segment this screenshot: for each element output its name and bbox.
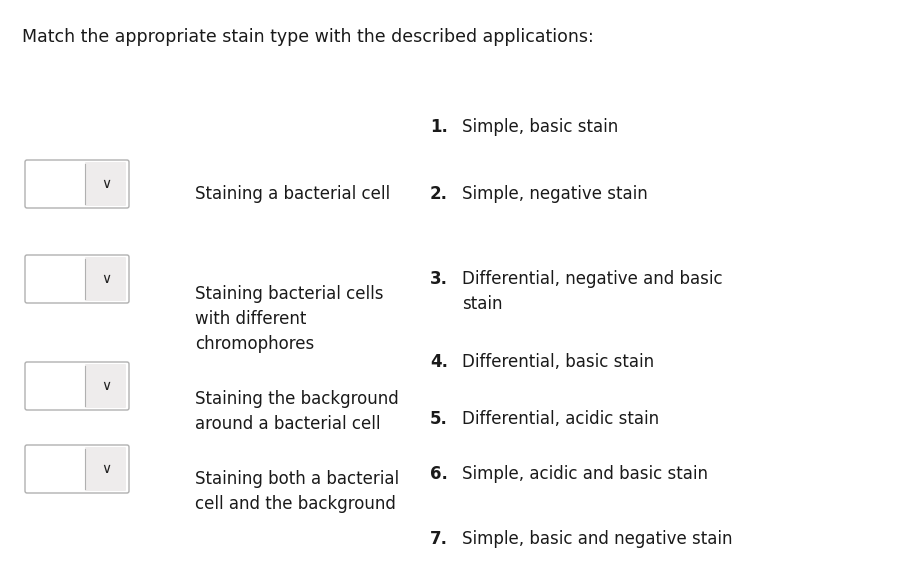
Text: Simple, acidic and basic stain: Simple, acidic and basic stain	[462, 465, 708, 483]
FancyBboxPatch shape	[85, 447, 126, 491]
Text: Match the appropriate stain type with the described applications:: Match the appropriate stain type with th…	[22, 28, 594, 46]
FancyBboxPatch shape	[85, 162, 126, 206]
Text: Staining both a bacterial
cell and the background: Staining both a bacterial cell and the b…	[195, 470, 399, 513]
Text: ∨: ∨	[101, 177, 111, 191]
Text: Differential, basic stain: Differential, basic stain	[462, 353, 654, 371]
FancyBboxPatch shape	[25, 445, 129, 493]
Text: Staining bacterial cells
with different
chromophores: Staining bacterial cells with different …	[195, 285, 384, 353]
Text: Differential, acidic stain: Differential, acidic stain	[462, 410, 659, 428]
Text: 7.: 7.	[430, 530, 448, 548]
Text: ∨: ∨	[101, 462, 111, 476]
FancyBboxPatch shape	[25, 160, 129, 208]
Text: 3.: 3.	[430, 270, 448, 288]
Text: Simple, basic and negative stain: Simple, basic and negative stain	[462, 530, 733, 548]
Text: 2.: 2.	[430, 185, 448, 203]
FancyBboxPatch shape	[25, 255, 129, 303]
Text: ∨: ∨	[101, 379, 111, 393]
Text: 5.: 5.	[430, 410, 448, 428]
Text: 6.: 6.	[430, 465, 448, 483]
Text: 1.: 1.	[430, 118, 448, 136]
FancyBboxPatch shape	[25, 362, 129, 410]
Text: Simple, negative stain: Simple, negative stain	[462, 185, 648, 203]
FancyBboxPatch shape	[85, 364, 126, 408]
FancyBboxPatch shape	[85, 257, 126, 301]
Text: Simple, basic stain: Simple, basic stain	[462, 118, 618, 136]
Text: Staining the background
around a bacterial cell: Staining the background around a bacteri…	[195, 390, 399, 433]
Text: Staining a bacterial cell: Staining a bacterial cell	[195, 185, 390, 203]
Text: Differential, negative and basic
stain: Differential, negative and basic stain	[462, 270, 723, 313]
Text: ∨: ∨	[101, 272, 111, 286]
Text: 4.: 4.	[430, 353, 448, 371]
